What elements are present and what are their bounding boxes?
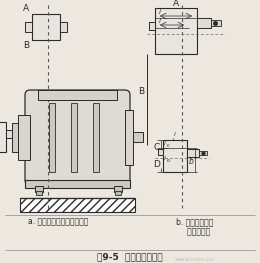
Text: C: C (154, 143, 160, 152)
Text: D: D (153, 160, 160, 169)
Bar (149, 22, 155, 30)
Text: 图9-5  皮带轮校正方法: 图9-5 皮带轮校正方法 (97, 252, 163, 261)
Bar (25, 22, 32, 32)
Bar (158, 149, 163, 155)
Bar (60, 22, 67, 32)
Text: l: l (159, 18, 161, 24)
Bar (32, 14, 60, 40)
Bar (163, 140, 187, 172)
Bar (93, 103, 99, 172)
Bar (36, 191, 42, 195)
Bar (211, 20, 221, 26)
Text: l: l (159, 9, 161, 15)
Bar (20, 198, 135, 212)
Bar (133, 132, 143, 142)
Text: www.com.cn: www.com.cn (175, 257, 215, 262)
Text: c: c (166, 143, 169, 148)
Bar (187, 149, 199, 157)
Text: l: l (174, 132, 176, 137)
Bar (114, 186, 122, 192)
Bar (125, 110, 133, 165)
Bar (155, 8, 197, 54)
Bar (12, 123, 18, 152)
Bar (35, 186, 43, 192)
Bar (197, 18, 211, 28)
Text: b: b (189, 158, 194, 166)
Bar (6, 130, 12, 138)
Bar (0, 122, 6, 152)
Bar (71, 103, 77, 172)
Bar (25, 180, 130, 188)
Text: B: B (23, 41, 29, 50)
Bar (38, 90, 117, 100)
Bar (115, 191, 121, 195)
Text: l: l (164, 156, 166, 161)
Text: l: l (164, 141, 166, 146)
Bar (199, 151, 207, 155)
Text: b. 宽度不等的带
   轮校正方法: b. 宽度不等的带 轮校正方法 (176, 217, 214, 236)
Bar (18, 115, 30, 160)
Text: a. 宽度相等的带轮校正方法: a. 宽度相等的带轮校正方法 (28, 217, 88, 226)
Bar (49, 103, 55, 172)
Text: A: A (173, 0, 179, 8)
Text: A: A (23, 4, 29, 13)
Text: B: B (138, 88, 144, 97)
FancyBboxPatch shape (25, 90, 130, 185)
Text: o: o (166, 158, 170, 163)
